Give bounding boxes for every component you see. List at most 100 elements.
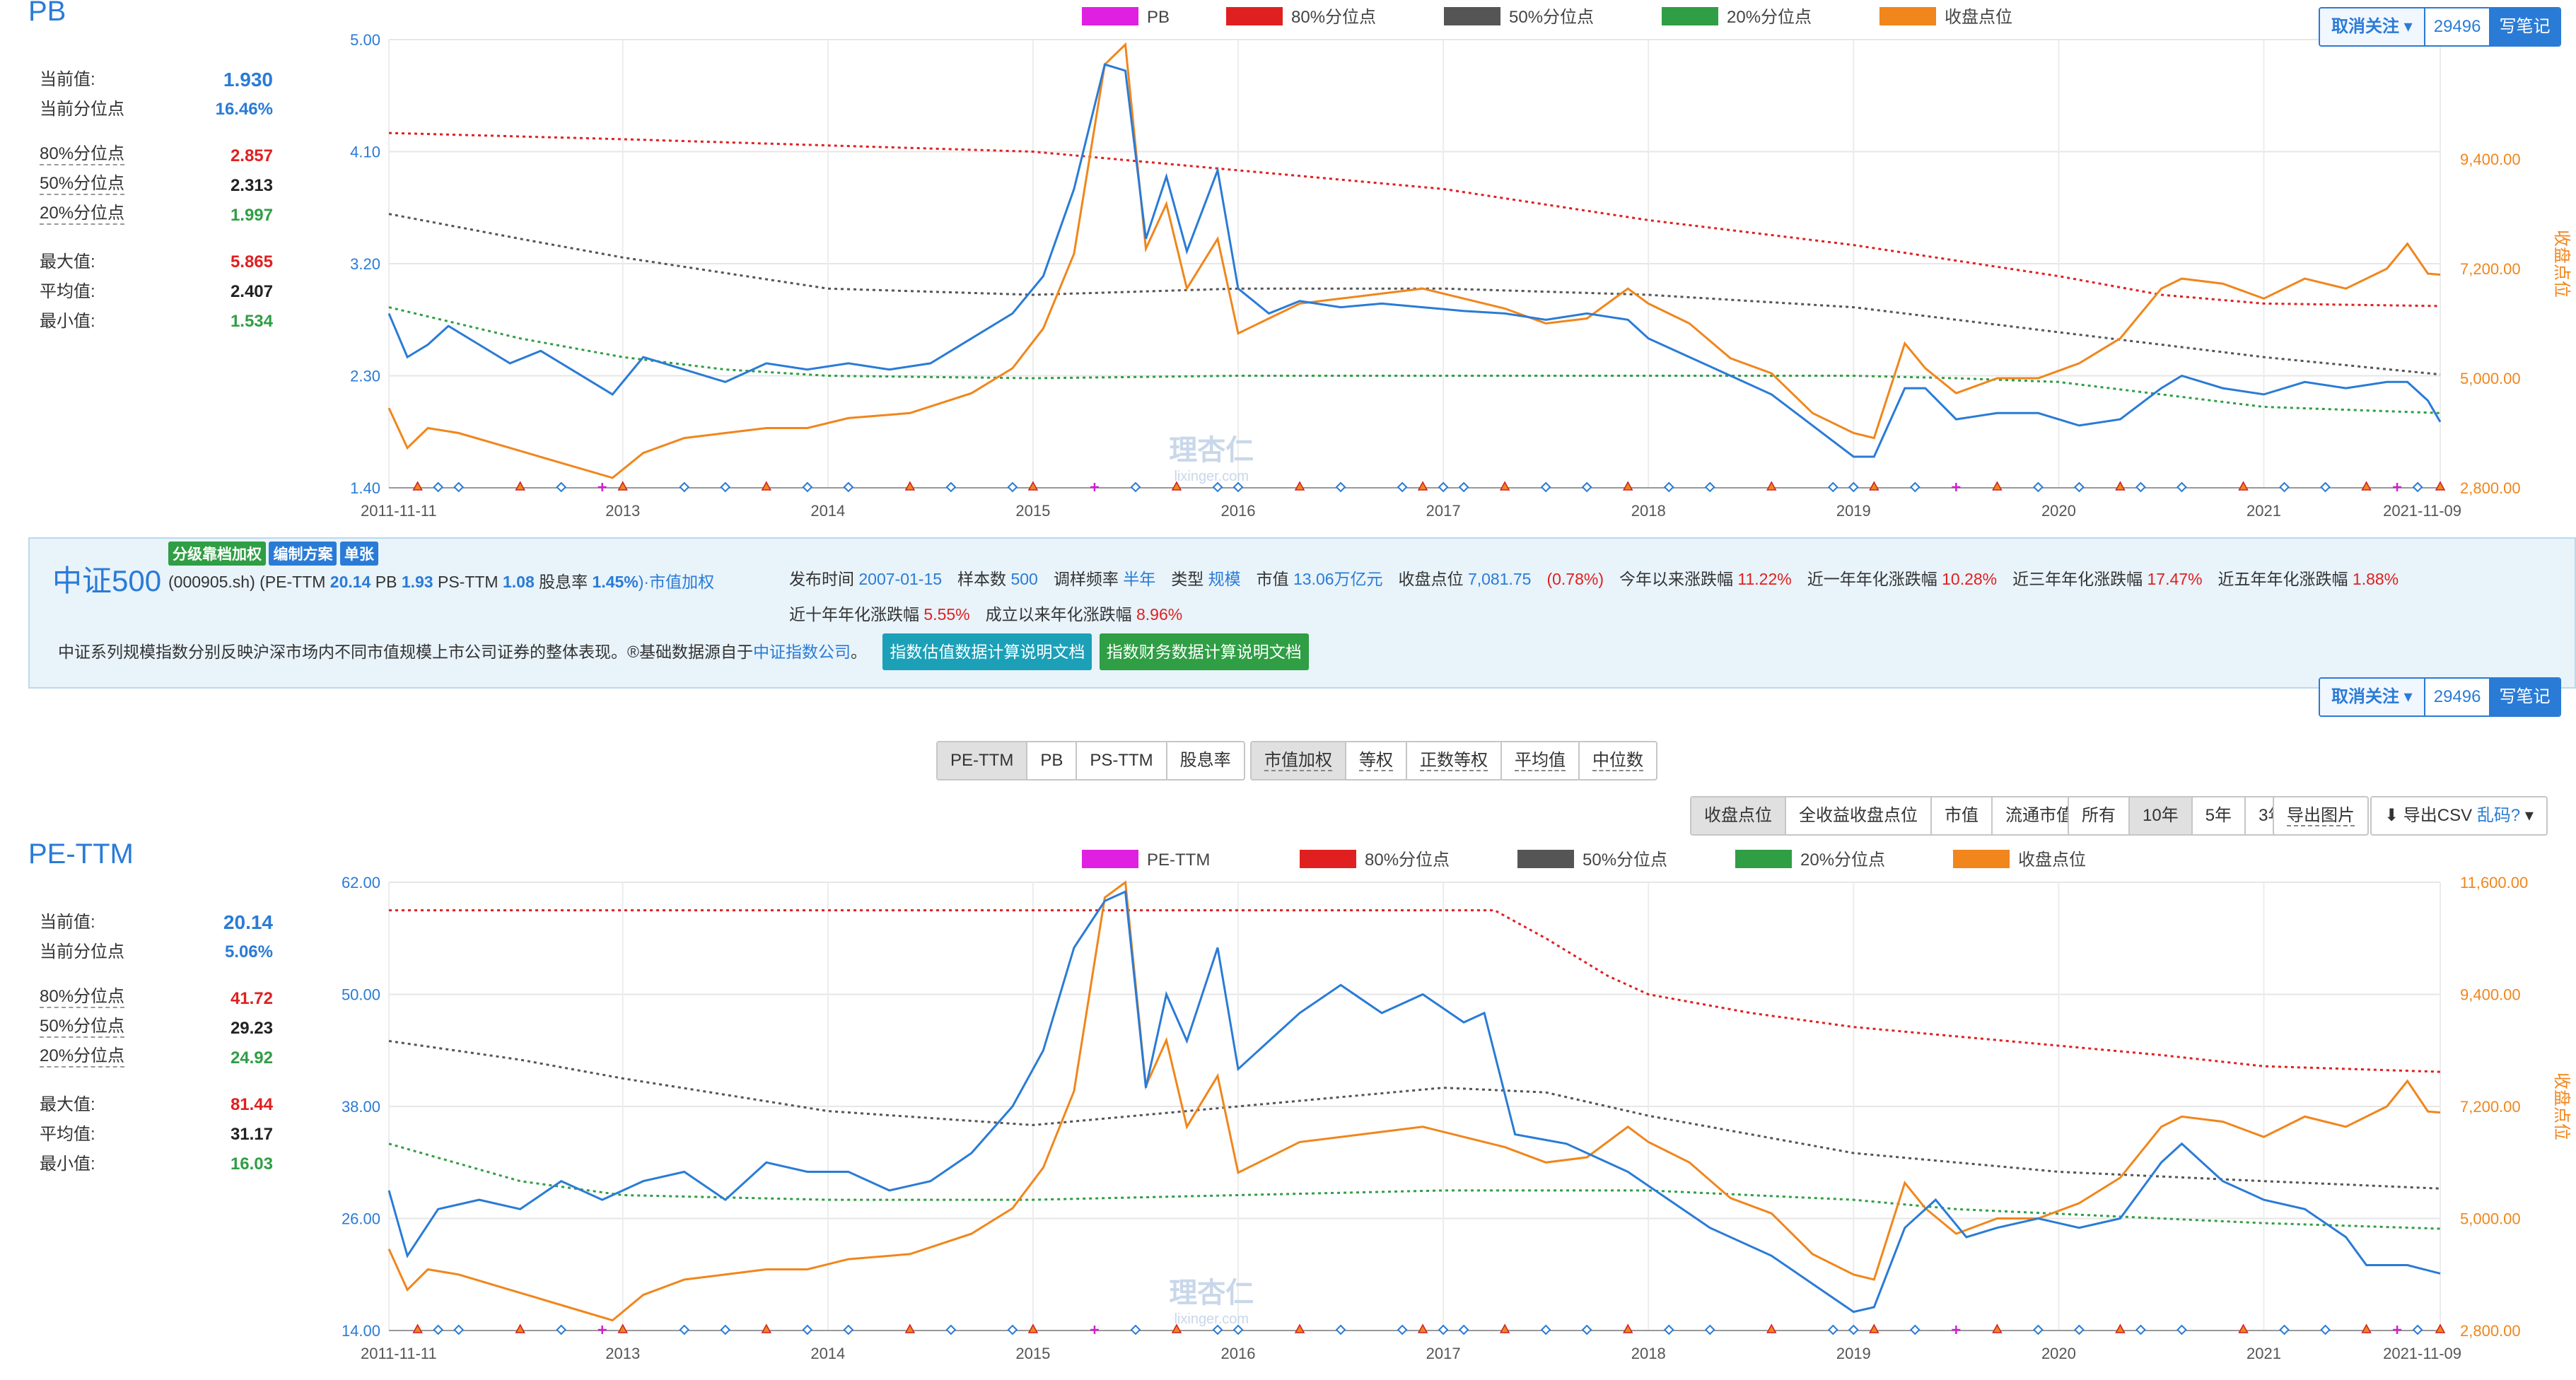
range-tab-0[interactable]: 所有	[2069, 797, 2130, 834]
fact-item: 市值 13.06万亿元	[1256, 570, 1383, 588]
weight-tab-4[interactable]: 中位数	[1592, 751, 1643, 771]
report-marker	[1848, 1324, 1859, 1335]
rebalance-marker	[1499, 481, 1510, 491]
legend-swatch	[1735, 850, 1792, 868]
index-pb: 1.93	[401, 573, 433, 591]
series-tab-1[interactable]: 全收益收盘点位	[1786, 797, 1932, 834]
rebalance-marker	[412, 481, 423, 491]
metric-tab-1[interactable]: PB	[1027, 742, 1078, 779]
x-tick-label: 2011-11-11	[361, 502, 437, 520]
legend-label: 80%分位点	[1291, 8, 1376, 27]
report-marker	[2279, 481, 2290, 493]
rebalance-marker	[1417, 481, 1428, 491]
report-marker	[2032, 1324, 2044, 1335]
y2-tick-label: 5,000.00	[2460, 370, 2521, 387]
rebalance-marker	[1171, 1323, 1182, 1333]
index-info-banner: 中证500 分级靠档加权 编制方案 单张 (000905.sh) (PE-TTM…	[28, 537, 2576, 689]
financial-doc-button[interactable]: 指数财务数据计算说明文档	[1099, 633, 1309, 670]
report-marker	[2135, 1324, 2146, 1335]
watermark-cn: 理杏仁	[1169, 1277, 1254, 1309]
legend-label: PB	[1147, 8, 1170, 27]
x-tick-label: 2017	[1426, 1345, 1461, 1362]
stat-value: 31.17	[230, 1125, 273, 1144]
rebalance-marker	[1294, 1323, 1305, 1333]
stat-value: 2.313	[230, 176, 273, 195]
rebalance-marker	[2435, 1323, 2446, 1333]
index-name: 中证500	[52, 564, 162, 597]
unfollow-button[interactable]: 取消关注 ▾	[2320, 8, 2425, 45]
stat-value: 16.03	[230, 1154, 273, 1174]
weight-tab-3[interactable]: 平均值	[1502, 742, 1580, 779]
export-csv-button[interactable]: ⬇ 导出CSV 乱码? ▾	[2370, 796, 2548, 836]
x-tick-label: 2020	[2041, 1345, 2076, 1362]
unfollow-button[interactable]: 取消关注 ▾	[2320, 679, 2425, 715]
tag-sheet[interactable]: 单张	[339, 542, 378, 566]
x-tick-label: 2019	[1836, 1345, 1871, 1362]
report-marker	[1130, 481, 1141, 493]
report-marker	[433, 481, 444, 493]
legend-label: 20%分位点	[1800, 850, 1885, 870]
metric-tab-2[interactable]: PS-TTM	[1077, 742, 1167, 779]
x-tick-label: 2013	[605, 502, 640, 520]
range-tab-1[interactable]: 10年	[2130, 797, 2193, 834]
report-marker	[1909, 481, 1921, 493]
x-tick-label: 2021-11-09	[2383, 1345, 2461, 1362]
range-tab-2[interactable]: 5年	[2193, 797, 2246, 834]
follow-group-top: 取消关注 ▾ 29496 写笔记	[2319, 7, 2562, 47]
legend-swatch	[1444, 7, 1500, 25]
rebalance-marker	[1766, 1323, 1777, 1333]
report-marker	[2320, 481, 2331, 493]
report-marker	[453, 481, 465, 493]
event-marker	[598, 483, 607, 491]
series-tab-3[interactable]: 流通市值	[2005, 806, 2073, 825]
fact-item: 收盘点位 7,081.75	[1398, 570, 1532, 588]
series-tab-2[interactable]: 市值	[1932, 797, 1993, 834]
rebalance-marker	[617, 1323, 628, 1333]
stat-value: 5.06%	[224, 942, 273, 961]
write-note-button[interactable]: 写笔记	[2489, 679, 2560, 715]
weight-tab-0[interactable]: 市值加权	[1252, 742, 1346, 779]
weight-tab-2[interactable]: 正数等权	[1407, 742, 1502, 779]
stat-row: 当前值: 20.14	[40, 911, 273, 935]
stat-value: 2.857	[230, 146, 273, 165]
weight-tab-1[interactable]: 等权	[1346, 742, 1407, 779]
csindex-link[interactable]: 中证指数公司	[752, 643, 851, 661]
report-marker	[1232, 1324, 1244, 1335]
tag-methodology[interactable]: 编制方案	[269, 542, 337, 566]
y2-tick-label: 9,400.00	[2460, 151, 2521, 168]
stat-row: 50%分位点 29.23	[40, 1017, 273, 1041]
stat-row: 80%分位点 2.857	[40, 144, 273, 168]
legend-swatch	[1662, 7, 1718, 25]
report-marker	[802, 1324, 813, 1335]
metric-tab-3[interactable]: 股息率	[1179, 751, 1231, 770]
rebalance-marker	[2435, 481, 2446, 491]
stat-label: 50%分位点	[40, 1017, 125, 1038]
export-image-button[interactable]: 导出图片	[2273, 796, 2369, 836]
stat-label: 最大值:	[40, 252, 95, 271]
series-tab-0[interactable]: 收盘点位	[1691, 797, 1786, 834]
rebalance-marker	[1869, 1323, 1879, 1333]
garbled-link[interactable]: 乱码?	[2476, 806, 2521, 825]
rebalance-marker	[2115, 481, 2126, 491]
report-marker	[679, 1324, 690, 1335]
report-marker	[1458, 481, 1469, 493]
metric-tab-0[interactable]: PE-TTM	[938, 742, 1028, 779]
rebalance-marker	[1869, 481, 1879, 491]
legend-label: PE-TTM	[1147, 850, 1210, 870]
rebalance-marker	[1622, 481, 1633, 491]
x-tick-label: 2015	[1015, 502, 1050, 520]
x-tick-label: 2020	[2041, 502, 2076, 520]
follow-group-mid: 取消关注 ▾ 29496 写笔记	[2319, 677, 2562, 717]
tag-weighting[interactable]: 分级靠档加权	[168, 542, 266, 566]
write-note-button[interactable]: 写笔记	[2489, 8, 2560, 45]
report-marker	[2074, 1324, 2085, 1335]
rebalance-marker	[1992, 481, 2003, 491]
stat-row: 最大值: 5.865	[40, 250, 273, 274]
report-marker	[679, 481, 690, 493]
report-marker	[1212, 1324, 1223, 1335]
fact-item: 成立以来年化涨跌幅 8.96%	[985, 605, 1183, 624]
valuation-doc-button[interactable]: 指数估值数据计算说明文档	[882, 633, 1092, 670]
event-marker	[1952, 1326, 1961, 1334]
report-marker	[1909, 1324, 1921, 1335]
y2-tick-label: 5,000.00	[2460, 1210, 2521, 1228]
